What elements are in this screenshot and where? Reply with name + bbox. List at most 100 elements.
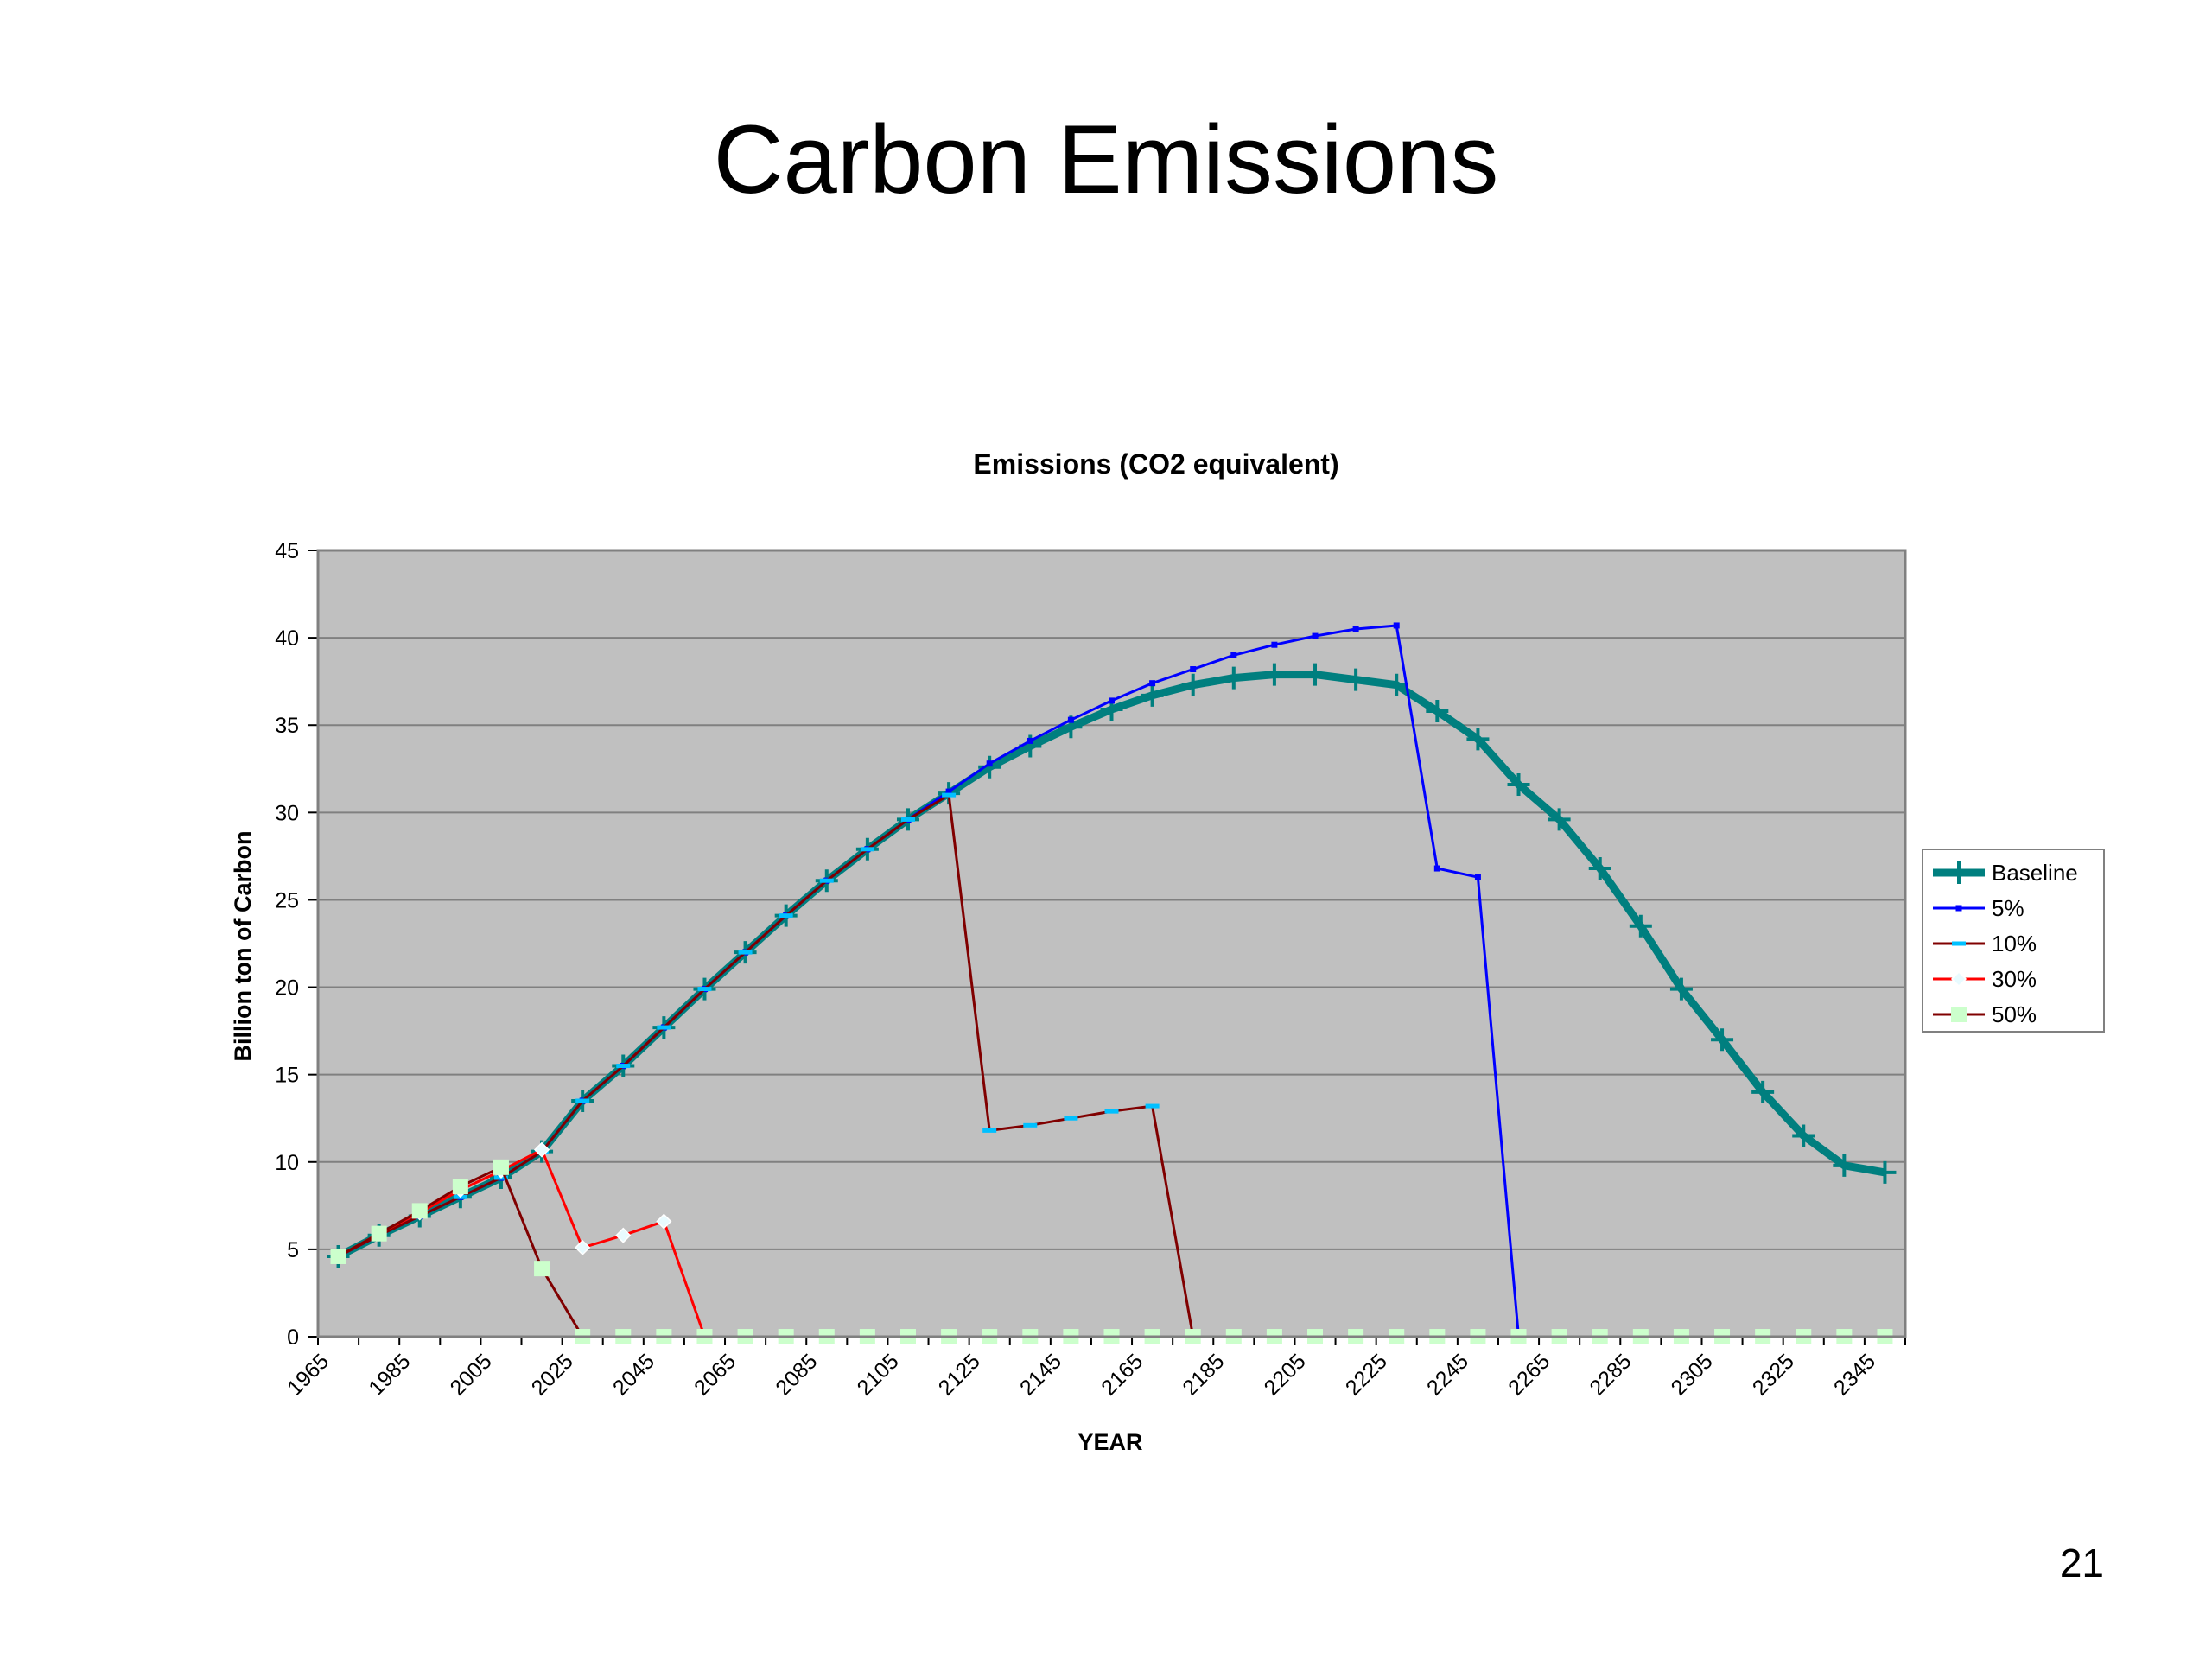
x-tick-label: 1985 xyxy=(364,1349,415,1400)
x-tick-label: 2245 xyxy=(1422,1349,1473,1400)
y-axis-ticks: 0 5 10 15 20 25 30 35 40 45 xyxy=(275,539,318,1350)
series-layer xyxy=(327,622,1897,1345)
x-tick-label: 2225 xyxy=(1341,1349,1392,1400)
data-point xyxy=(615,1227,632,1243)
data-point xyxy=(945,788,952,795)
x-tick-label: 2125 xyxy=(934,1349,985,1400)
data-point xyxy=(860,847,874,852)
data-point xyxy=(1352,626,1359,632)
data-point xyxy=(1190,666,1197,673)
x-tick-label: 2085 xyxy=(771,1349,822,1400)
legend-label: 50% xyxy=(1992,1001,2037,1027)
data-point xyxy=(1588,857,1611,880)
y-tick-label: 40 xyxy=(275,626,299,651)
data-point xyxy=(697,987,712,992)
data-point xyxy=(1027,737,1033,744)
y-tick-label: 20 xyxy=(275,976,299,1001)
x-tick-label: 2205 xyxy=(1260,1349,1311,1400)
data-point xyxy=(1104,1109,1119,1114)
data-point xyxy=(534,1141,550,1158)
x-tick-label: 2145 xyxy=(1015,1349,1066,1400)
data-point xyxy=(452,1179,468,1195)
data-point xyxy=(1262,663,1286,686)
data-point xyxy=(1230,652,1237,658)
data-point xyxy=(1833,1154,1856,1177)
data-point xyxy=(1507,772,1530,796)
x-tick-label: 2045 xyxy=(608,1349,659,1400)
data-point xyxy=(1271,641,1278,648)
legend-label: 10% xyxy=(1992,931,2037,957)
data-point xyxy=(986,760,993,767)
data-point xyxy=(819,878,834,883)
legend-label: Baseline xyxy=(1992,860,2078,886)
y-tick-label: 10 xyxy=(275,1151,299,1175)
data-point xyxy=(1141,683,1164,707)
x-tick-label: 2325 xyxy=(1748,1349,1799,1400)
data-point xyxy=(1952,941,1966,946)
data-point xyxy=(1385,673,1408,696)
chart-title: Emissions (CO2 equivalent) xyxy=(973,448,1338,480)
data-point xyxy=(534,1261,550,1277)
plot-area xyxy=(318,550,1905,1337)
data-point xyxy=(493,1159,509,1175)
x-tick-label: 2345 xyxy=(1829,1349,1880,1400)
data-point xyxy=(616,1064,631,1069)
data-point xyxy=(1948,861,1970,884)
y-tick-label: 0 xyxy=(287,1325,299,1350)
x-tick-label: 2285 xyxy=(1585,1349,1636,1400)
data-point xyxy=(575,1239,591,1255)
y-tick-label: 25 xyxy=(275,888,299,912)
legend-item: 5% xyxy=(1933,895,2024,921)
legend-box xyxy=(1922,849,2105,1033)
data-point xyxy=(1629,914,1652,938)
data-point xyxy=(411,1203,428,1219)
data-point xyxy=(1344,668,1368,691)
data-point xyxy=(1304,663,1327,686)
data-point xyxy=(1222,666,1245,690)
legend-label: 5% xyxy=(1992,895,2024,921)
data-point xyxy=(1474,874,1481,880)
data-point xyxy=(1873,1160,1897,1184)
y-tick-label: 35 xyxy=(275,714,299,738)
data-point xyxy=(1466,728,1490,751)
data-point xyxy=(1109,697,1115,704)
y-tick-label: 15 xyxy=(275,1064,299,1088)
data-point xyxy=(1023,1122,1038,1128)
x-tick-label: 2165 xyxy=(1096,1349,1147,1400)
data-point xyxy=(779,913,793,918)
data-point xyxy=(900,817,915,822)
data-point xyxy=(1312,632,1319,639)
data-point xyxy=(1669,977,1693,1001)
y-tick-label: 45 xyxy=(275,539,299,563)
y-tick-label: 5 xyxy=(287,1238,299,1262)
data-point xyxy=(982,1128,997,1133)
x-tick-label: 2105 xyxy=(853,1349,904,1400)
x-tick-label: 2025 xyxy=(527,1349,578,1400)
legend: Baseline 5% 10% 30% 50% xyxy=(1922,849,2105,1033)
x-tick-label: 2005 xyxy=(446,1349,497,1400)
data-point xyxy=(978,755,1001,779)
data-point xyxy=(1751,1080,1775,1103)
x-axis-ticks: 1965 1985 2005 2025 2045 2065 2085 2105 2125 2145… xyxy=(283,1337,1906,1401)
legend-item: Baseline xyxy=(1933,860,2078,886)
x-tick-label: 2065 xyxy=(690,1349,741,1400)
data-point xyxy=(1149,680,1156,687)
legend-item: 10% xyxy=(1933,931,2037,957)
data-point xyxy=(1393,622,1400,629)
x-axis-label: YEAR xyxy=(1077,1429,1142,1455)
x-tick-label: 2265 xyxy=(1503,1349,1554,1400)
data-point xyxy=(1955,905,1962,912)
data-point xyxy=(656,1213,672,1230)
data-point xyxy=(657,1025,671,1030)
data-point xyxy=(330,1248,346,1264)
data-point xyxy=(1067,716,1074,723)
y-tick-label: 30 xyxy=(275,801,299,825)
data-point xyxy=(1426,700,1449,723)
series-line xyxy=(337,793,1195,1338)
data-point xyxy=(1950,970,1967,988)
legend-item: 50% xyxy=(1933,1001,2037,1027)
data-point xyxy=(1548,808,1571,831)
data-point xyxy=(575,1098,590,1103)
x-tick-label: 2305 xyxy=(1667,1349,1718,1400)
